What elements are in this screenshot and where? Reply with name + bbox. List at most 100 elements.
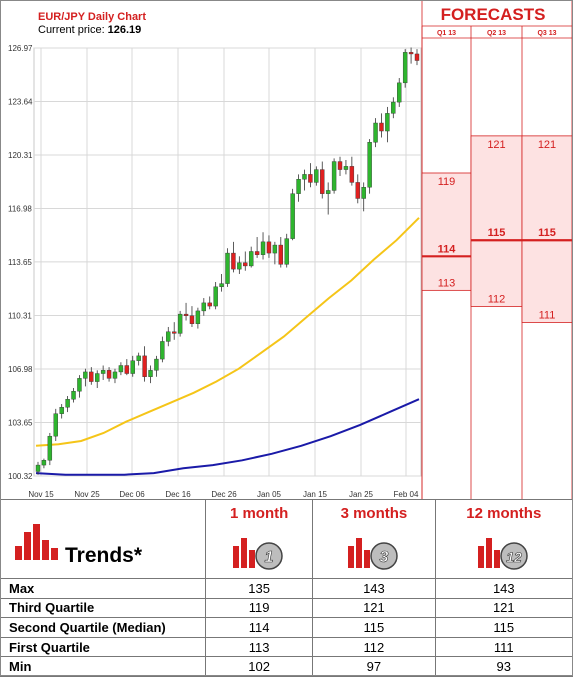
badge-number: 12 [506, 549, 522, 565]
candle-body [195, 310, 201, 324]
x-tick-label: Nov 15 [28, 490, 54, 499]
candle-body [373, 122, 378, 143]
candle-body [254, 251, 260, 255]
candle-body [35, 464, 41, 472]
badge-number: 1 [265, 549, 274, 566]
candle-body [89, 371, 94, 382]
candle-body [136, 355, 141, 361]
calendar-badge-icon: 1 [233, 538, 283, 570]
forecast-panel: Q1 13 119 114 113 Q2 13 121 115 112 Q3 13 121 115 1… [421, 0, 573, 500]
y-tick-label: 113.65 [8, 258, 32, 267]
trends-header-row: Trends* 1 month 1 3 months 3 12 months 12 [0, 499, 573, 579]
chart-area: Q1 13 119 114 113 Q2 13 121 115 112 Q3 13 121 115 1… [8, 0, 573, 500]
forecast-first-quartile: 113 [438, 277, 456, 289]
y-tick-label: 110.31 [8, 312, 32, 321]
table-row: Max 135 143 143 [0, 578, 573, 599]
candle-body [325, 190, 331, 194]
column-title: 1 month [229, 505, 289, 522]
cell-value: 97 [312, 656, 436, 677]
candle-body [100, 370, 106, 374]
candle-body [41, 460, 47, 466]
badge-number: 3 [379, 549, 388, 566]
x-tick-label: Jan 25 [349, 490, 374, 499]
y-tick-label: 106.98 [8, 365, 33, 374]
calendar-badge-icon: 3 [347, 538, 398, 570]
candle-body [248, 251, 254, 267]
axis-labels: 126.97 123.64 120.31 116.98 113.65 110.31 106.… [8, 44, 419, 499]
candle-body [243, 262, 248, 267]
candle-body [177, 313, 183, 334]
candle-body [83, 371, 88, 379]
candle-body [65, 399, 70, 408]
current-price-line: Current price: 126.19 [38, 24, 141, 36]
candle-body [219, 283, 224, 288]
candle-body [154, 358, 159, 371]
candle-body [391, 101, 396, 114]
candle-body [331, 161, 337, 191]
column-header-12-months: 12 months 12 [434, 499, 573, 579]
forecast-first-quartile: 112 [488, 293, 506, 305]
candle-body [302, 174, 307, 180]
candle-body [59, 407, 64, 414]
bar-chart-icon [15, 524, 58, 560]
candles [35, 47, 420, 475]
candle-body [189, 315, 195, 324]
cell-value: 143 [434, 578, 573, 599]
forecast-range-box [470, 135, 523, 307]
candle-body [414, 53, 420, 61]
candle-body [71, 391, 76, 400]
candle-body [367, 142, 372, 188]
forecast-third-quartile: 121 [538, 139, 556, 151]
trends-title: Trends* [65, 544, 143, 567]
forecast-third-quartile: 119 [438, 176, 456, 188]
forecast-median: 114 [438, 243, 457, 255]
candle-body [77, 378, 82, 392]
candle-body [402, 52, 408, 84]
candle-body [284, 238, 289, 265]
x-tick-label: Dec 16 [165, 490, 191, 499]
forecast-third-quartile: 121 [487, 139, 505, 151]
candle-body [397, 82, 402, 103]
candle-body [385, 113, 390, 132]
x-tick-label: Nov 25 [74, 490, 100, 499]
candle-body [183, 313, 189, 316]
x-tick-label: Jan 05 [257, 490, 282, 499]
candle-body [349, 166, 355, 183]
moving-averages [35, 217, 420, 476]
candle-body [118, 365, 124, 373]
candle-body [160, 341, 165, 360]
candle-body [166, 331, 171, 342]
column-title: 12 months [466, 505, 542, 522]
candle-body [296, 179, 301, 194]
candle-body [106, 370, 112, 379]
forecast-header: FORECASTS [441, 5, 546, 24]
candle-body [343, 166, 349, 170]
cell-value: 93 [434, 656, 573, 677]
candle-body [112, 371, 118, 379]
candle-body [142, 355, 147, 377]
calendar-badge-icon: 12 [477, 538, 528, 570]
candle-body [213, 286, 218, 307]
candle-body [379, 122, 384, 132]
y-tick-label: 126.97 [8, 44, 33, 53]
forecast-period-label: Q3 13 [537, 30, 556, 37]
candle-body [272, 244, 278, 254]
x-tick-label: Dec 06 [119, 490, 145, 499]
candle-body [130, 360, 135, 374]
candle-body [320, 169, 325, 194]
candle-body [172, 331, 177, 334]
trends-title-cell: Trends* [0, 499, 206, 579]
row-label: First Quartile [0, 636, 206, 658]
column-header-3-months: 3 months 3 [312, 499, 436, 579]
candle-body [237, 262, 242, 270]
forecast-median: 115 [538, 227, 556, 239]
y-tick-label: 123.64 [8, 97, 33, 106]
candle-body [314, 169, 319, 183]
y-tick-label: 100.32 [8, 472, 33, 481]
candle-body [337, 161, 343, 170]
candle-body [266, 241, 272, 254]
candle-body [225, 252, 230, 284]
candle-body [47, 435, 53, 461]
moving-average-fast-line [35, 217, 420, 447]
